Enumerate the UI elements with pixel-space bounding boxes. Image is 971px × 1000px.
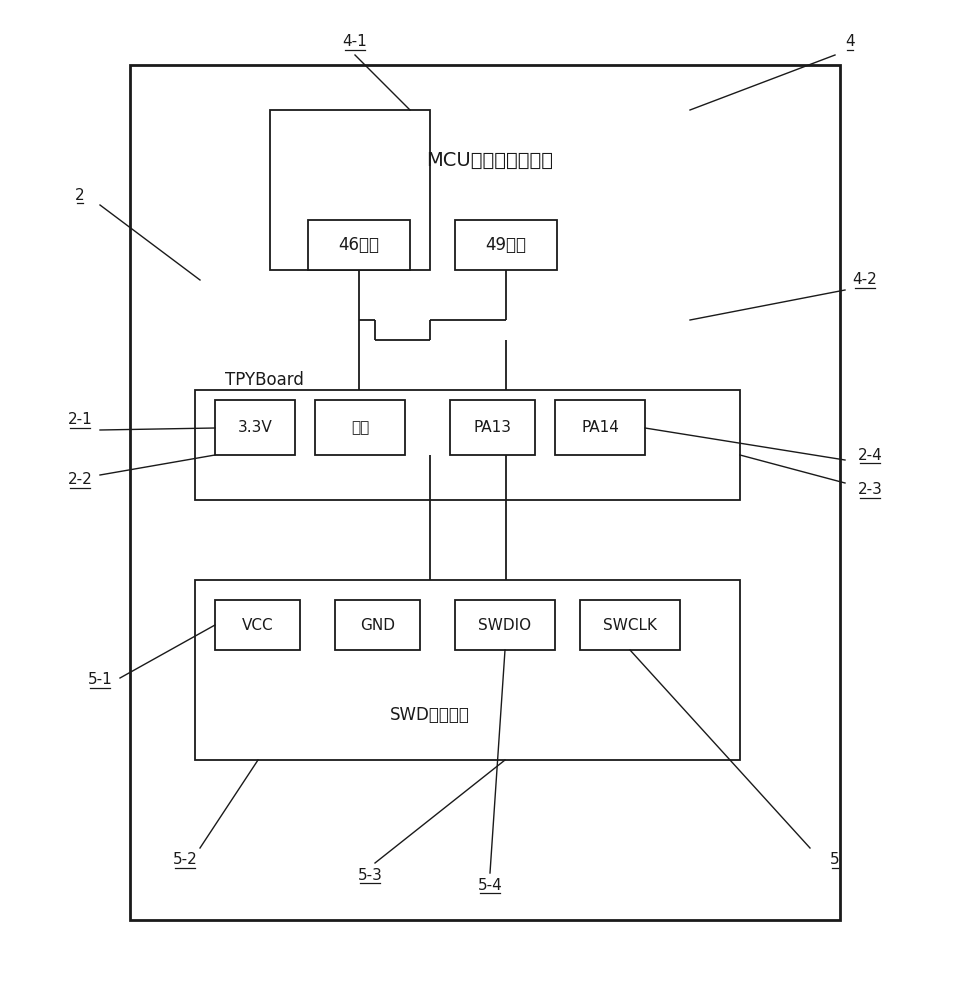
Bar [455,220,557,270]
Text: TPYBoard: TPYBoard [225,371,304,389]
Text: 2-2: 2-2 [68,473,92,488]
Bar [315,400,405,455]
Bar [215,600,300,650]
Text: 4-1: 4-1 [343,34,367,49]
Text: PA14: PA14 [581,420,619,436]
Bar [195,390,740,500]
Text: 接地: 接地 [351,420,369,436]
Text: 3.3V: 3.3V [238,420,273,436]
Text: SWDIO: SWDIO [479,617,531,633]
Text: 49引腳: 49引腳 [486,236,526,254]
Bar [215,400,295,455]
Bar [130,65,840,920]
Bar [270,110,430,270]
Text: VCC: VCC [242,617,274,633]
Text: 5: 5 [830,852,840,867]
Text: PA13: PA13 [473,420,511,436]
Text: 5-2: 5-2 [173,852,197,867]
Bar [308,220,410,270]
Bar [580,600,680,650]
Text: SWCLK: SWCLK [603,617,657,633]
Bar [450,400,535,455]
Bar [555,400,645,455]
Text: 5-4: 5-4 [478,878,502,892]
Bar [455,600,555,650]
Text: 5-3: 5-3 [357,867,383,882]
Text: 2-3: 2-3 [857,483,883,497]
Text: 4-2: 4-2 [853,272,878,288]
Bar [195,580,740,760]
Text: GND: GND [360,617,395,633]
Bar [335,600,420,650]
Text: 2: 2 [75,188,84,202]
Text: 2-1: 2-1 [68,412,92,428]
Text: MCU微控制單元模塊: MCU微控制單元模塊 [426,150,553,169]
Text: 5-1: 5-1 [87,672,113,688]
Text: SWD接口模塊: SWD接口模塊 [390,706,470,724]
Text: 2-4: 2-4 [857,448,883,462]
Text: 4: 4 [845,34,854,49]
Text: 46引腳: 46引腳 [339,236,380,254]
